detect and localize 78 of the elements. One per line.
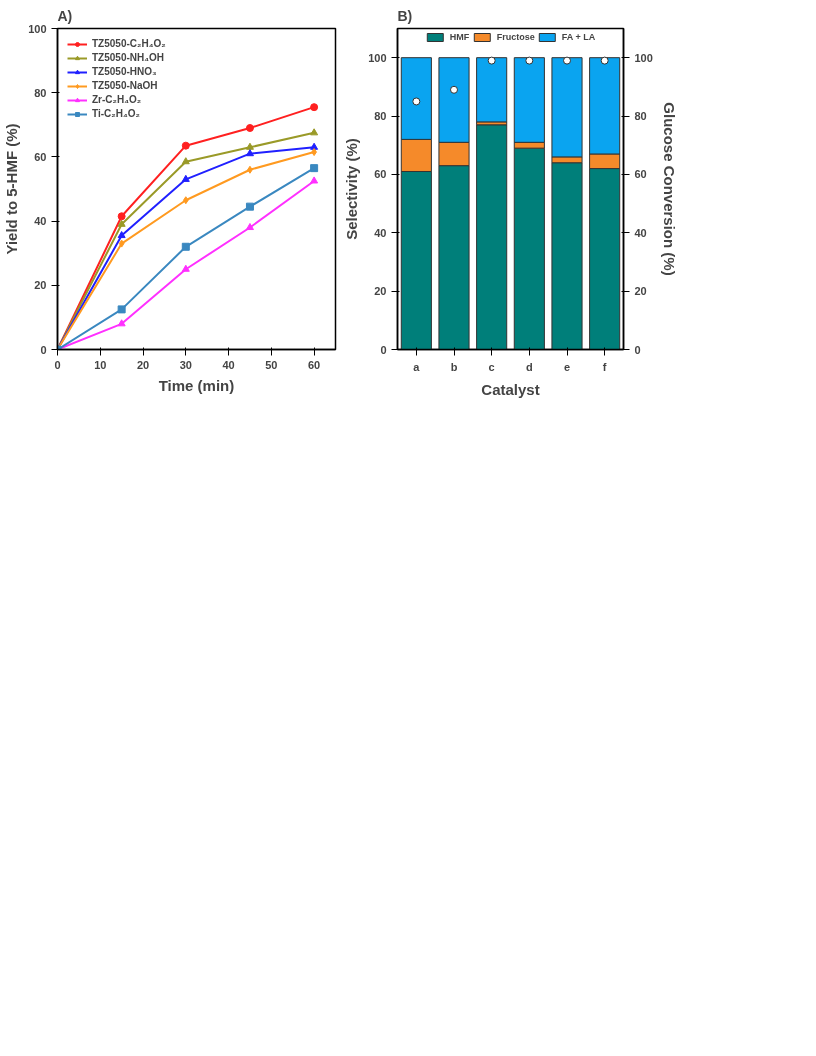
x-tick-label: a [413, 360, 421, 373]
x-axis-title: Catalyst [481, 380, 540, 398]
legend-label: FA + LA [561, 32, 596, 42]
y-tick-label: 0 [380, 343, 387, 356]
point [310, 176, 319, 184]
point [310, 128, 319, 136]
x-tick-label: 40 [222, 358, 235, 371]
bar [476, 57, 508, 123]
y-tick-label: 20 [34, 279, 47, 292]
point [181, 141, 190, 150]
point [245, 149, 254, 157]
point [600, 56, 609, 65]
y2-tick-label: 60 [634, 168, 647, 181]
point [245, 124, 254, 132]
point [117, 212, 126, 221]
x-tick-label: 0 [54, 358, 61, 371]
point [563, 56, 571, 65]
legend-label: Fructose [496, 32, 535, 42]
point [181, 242, 190, 251]
point [310, 103, 319, 112]
point [450, 85, 458, 94]
y-tick-label: 40 [374, 226, 387, 239]
legend-label: TZ5050-NaOH [92, 80, 158, 91]
x-tick-label: 10 [94, 358, 107, 371]
point [181, 264, 190, 272]
y-axis-title: Selectivity (%) [343, 138, 361, 240]
point [245, 222, 254, 231]
legend-label: Ti-C₂H₄O₂ [92, 108, 140, 119]
y2-tick-label: 40 [634, 226, 647, 239]
x-tick-label: e [563, 360, 571, 373]
point [117, 231, 126, 239]
point [182, 196, 189, 205]
y-tick-label: 0 [40, 343, 47, 356]
x-axis-title: Time (min) [158, 376, 235, 394]
point [310, 142, 319, 150]
point [487, 56, 496, 65]
y-tick-label: 60 [374, 168, 387, 181]
x-tick-label: 50 [265, 358, 278, 371]
legend-label: TZ5050-NH₄OH [92, 52, 165, 63]
y-tick-label: 80 [34, 86, 47, 99]
point [117, 319, 126, 327]
x-tick-label: 60 [308, 358, 321, 371]
y-tick-label: 60 [34, 150, 47, 163]
bar [476, 124, 508, 350]
point [181, 174, 190, 182]
point [117, 305, 126, 314]
y2-tick-label: 80 [634, 110, 647, 123]
point [118, 239, 125, 248]
x-tick-label: 30 [179, 358, 192, 371]
y-axis-title: Yield to 5-HMF (%) [3, 123, 21, 255]
y2-axis-title: Glucose Conversion (%) [660, 102, 678, 276]
y-tick-label: 100 [28, 22, 47, 35]
legend-label: TZ5050-HNO₃ [92, 66, 157, 77]
y2-tick-label: 0 [634, 343, 641, 356]
bar [513, 147, 545, 350]
y-tick-label: 100 [368, 51, 387, 64]
legend-label: HMF [449, 32, 470, 42]
point [181, 157, 190, 165]
chart-title: A) [57, 7, 73, 24]
point [412, 97, 421, 106]
x-tick-label: 20 [136, 358, 150, 371]
legend-label: Zr-C₂H₄O₂ [92, 94, 142, 105]
x-tick-label: b [450, 360, 458, 373]
point [245, 202, 254, 211]
point [245, 142, 254, 150]
chart-title: B) [397, 7, 413, 24]
y2-tick-label: 100 [634, 51, 653, 64]
y-tick-label: 20 [374, 285, 387, 298]
point [310, 164, 319, 173]
y-tick-label: 40 [34, 215, 47, 228]
y-tick-label: 80 [374, 110, 387, 123]
x-tick-label: d [525, 360, 533, 373]
legend-label: TZ5050-C₂H₄O₂ [92, 38, 166, 49]
point [117, 219, 126, 227]
x-tick-label: f [602, 360, 607, 373]
y2-tick-label: 20 [634, 285, 647, 298]
point [525, 56, 534, 65]
x-tick-label: c [488, 360, 495, 373]
